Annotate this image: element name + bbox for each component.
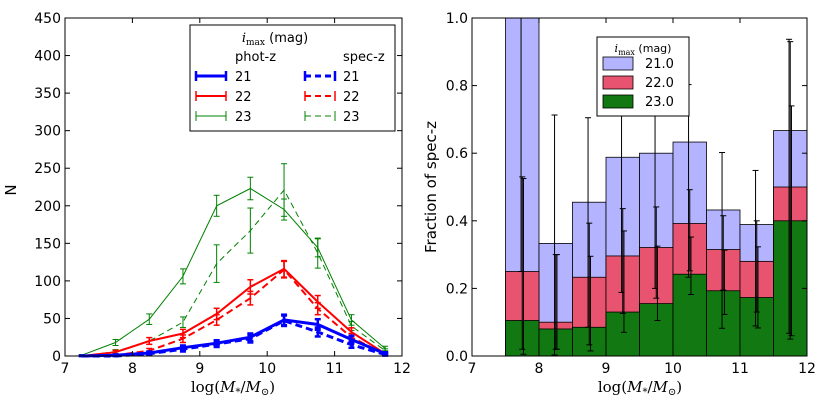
left-y-tick-label: 200 <box>34 199 61 215</box>
right-legend-title: imax (mag) <box>615 42 672 57</box>
legend-photz-label-22: 22 <box>235 90 252 105</box>
right-x-tick-label: 11 <box>731 361 749 377</box>
left-legend-rows <box>194 71 337 121</box>
left-plot-frame <box>64 17 403 357</box>
right-y-axis-title: Fraction of spec-z <box>422 121 440 253</box>
legend-specz-label-22: 22 <box>343 90 360 105</box>
legend-label-22.0: 22.0 <box>645 76 674 91</box>
legend-col-header-specz: spec-z <box>343 50 385 65</box>
legend-label-23.0: 23.0 <box>645 95 674 110</box>
left-series-group <box>78 163 389 358</box>
left-panel: 7 8 9 10 11 12 0 50 100 150 200 250 300 350 400 450 N l… <box>2 11 411 398</box>
left-y-tick-label: 250 <box>34 161 61 177</box>
right-y-tick-label: 0.2 <box>446 281 468 297</box>
right-ticks-group: 7 8 9 10 11 12 0.0 0.2 0.4 0.6 0.8 1.0 <box>446 11 816 377</box>
bar-23.0-bin-3 <box>605 311 640 357</box>
series-line-spec-z-21 <box>81 319 386 358</box>
legend-photz-label-21: 21 <box>235 70 252 85</box>
left-y-tick-label: 0 <box>52 349 61 365</box>
right-y-tick-label: 0.8 <box>446 79 468 95</box>
left-y-tick-label: 400 <box>34 49 61 65</box>
legend-swatch-23.0 <box>602 94 634 109</box>
right-x-tick-label: 9 <box>602 361 611 377</box>
left-legend-box <box>189 24 396 132</box>
right-plot-frame <box>471 17 808 357</box>
left-x-axis-title: log(M*/M⊙) <box>191 378 275 398</box>
right-panel: 7 8 9 10 11 12 0.0 0.2 0.4 0.6 0.8 1.0 Fraction of … <box>422 11 816 398</box>
left-y-axis-title: N <box>2 184 20 195</box>
left-legend: imax (mag) phot-z spec-z 21 22 23 21 22 … <box>189 24 396 132</box>
left-x-tick-label: 8 <box>128 361 137 377</box>
right-x-tick-label: 7 <box>468 361 477 377</box>
right-x-tick-label: 10 <box>664 361 682 377</box>
legend-label-21.0: 21.0 <box>645 57 674 72</box>
right-y-tick-label: 0.6 <box>446 146 468 162</box>
left-x-tick-label: 7 <box>61 361 70 377</box>
right-legend: imax (mag) 21.0 22.0 23.0 <box>596 36 690 117</box>
bar-23.0-bin-6 <box>706 290 741 357</box>
left-ticks-group: 7 8 9 10 11 12 0 50 100 150 200 250 300 350 400 450 <box>34 11 411 377</box>
series-line-spec-z-22 <box>81 268 386 357</box>
legend-specz-label-23: 23 <box>343 110 360 125</box>
right-y-tick-label: 0.0 <box>446 349 468 365</box>
left-y-tick-label: 100 <box>34 274 61 290</box>
right-bars-group <box>505 17 808 357</box>
left-y-tick-label: 450 <box>34 11 61 27</box>
right-x-tick-label: 12 <box>798 361 816 377</box>
left-x-tick-label: 11 <box>326 361 344 377</box>
series-line-phot-z-21 <box>81 318 386 358</box>
series-line-phot-z-22 <box>81 267 386 357</box>
left-x-tick-label: 9 <box>195 361 204 377</box>
left-y-tick-label: 300 <box>34 124 61 140</box>
left-y-tick-label: 50 <box>43 311 61 327</box>
bar-23.0-bin-5 <box>672 273 707 357</box>
left-legend-title: imax (mag) <box>242 31 308 48</box>
right-y-tick-label: 1.0 <box>446 11 468 27</box>
legend-specz-label-21: 21 <box>343 70 360 85</box>
left-y-tick-label: 150 <box>34 236 61 252</box>
right-x-axis-title: log(M*/M⊙) <box>598 378 682 398</box>
bar-23.0-bin-4 <box>639 303 674 357</box>
legend-photz-label-23: 23 <box>235 110 252 125</box>
series-line-spec-z-23 <box>81 189 386 357</box>
left-y-tick-label: 350 <box>34 86 61 102</box>
legend-swatch-21.0 <box>602 56 634 71</box>
right-legend-rows: 21.0 22.0 23.0 <box>602 56 674 110</box>
legend-col-header-photz: phot-z <box>235 50 276 65</box>
left-x-tick-label: 10 <box>258 361 276 377</box>
left-x-tick-label: 12 <box>393 361 411 377</box>
series-line-phot-z-23 <box>81 187 386 356</box>
right-x-tick-label: 8 <box>535 361 544 377</box>
legend-swatch-22.0 <box>602 75 634 90</box>
right-y-tick-label: 0.4 <box>446 214 468 230</box>
